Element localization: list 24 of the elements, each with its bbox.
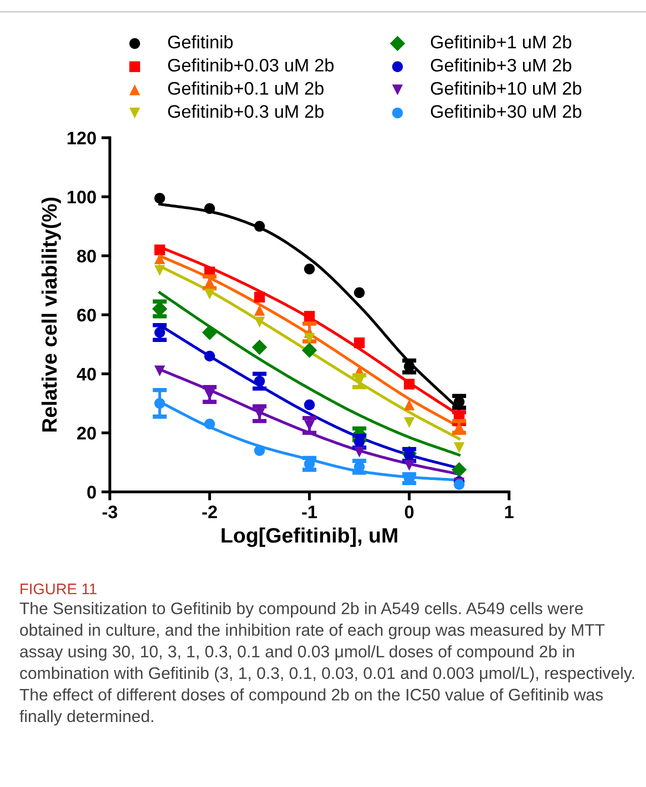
y-tick-label: 20: [77, 426, 96, 440]
y-tick-label: 120: [68, 132, 96, 144]
y-tick-label: 100: [68, 190, 96, 204]
y-tick-label: 40: [76, 368, 96, 381]
legend-label: Gefitinib: [168, 35, 233, 48]
legend-label: Gefitinib+30 uM 2b: [430, 104, 582, 118]
x-tick-label: -1: [302, 506, 317, 518]
x-axis-title: Log[Gefitinib], uM: [222, 527, 398, 547]
legend-label: Gefitinib+3 uM 2b: [430, 58, 572, 72]
x-tick-label: 0: [404, 506, 414, 518]
x-tick-label: -3: [102, 506, 118, 518]
legend-label: Gefitinib+0.3 uM 2b: [168, 104, 324, 118]
y-axis-title: Relative cell viability(%): [42, 198, 61, 432]
y-tick-label: 80: [77, 250, 96, 262]
text: The Sensitization to Gefitinib by compound 2b in A549 cells. A549 cells were obtained in culture, and the inhibition rate of each group was measured by MTT assay using 30, 10, 3, 1, 0.3, 0.1 and 0.03 μmol/L doses of compound 2b in combination with Gefitinib (3, 1, 0.3, 0.1, 0.03, 0.01 and 0.003 μmol/L), respectively. The effect of different doses of compound 2b on the IC50 value of Gefitinib was finally determined.: [20, 602, 634, 726]
y-tick-label: 0: [87, 486, 96, 499]
text: FIGURE 11: [20, 584, 96, 594]
legend-label: Gefitinib+10 uM 2b: [430, 81, 582, 95]
y-tick-label: 60: [77, 308, 96, 322]
legend-label: Gefitinib+0.1 uM 2b: [168, 81, 324, 95]
legend-label: Gefitinib+0.03 uM 2b: [168, 58, 334, 72]
legend-label: Gefitinib+1 uM 2b: [430, 35, 572, 48]
x-tick-label: -2: [202, 506, 217, 518]
x-tick-label: 1: [505, 506, 514, 518]
